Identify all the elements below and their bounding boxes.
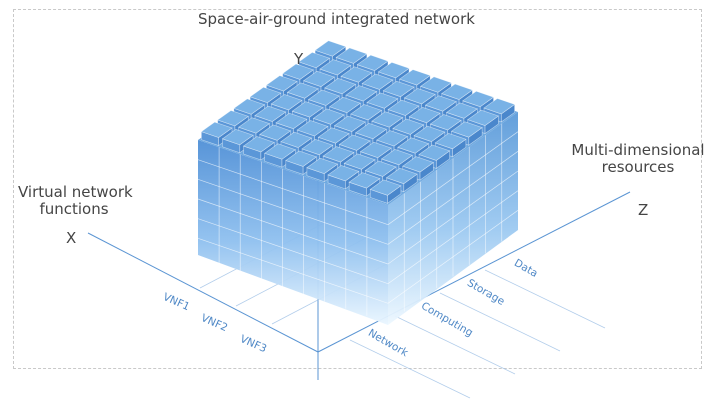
right-grid-horizontal xyxy=(387,210,519,304)
top-block-top xyxy=(467,109,500,126)
x-axis-label: Virtual network functions xyxy=(18,183,133,219)
top-block-top xyxy=(296,120,329,137)
top-block-top xyxy=(445,102,478,119)
z-axis-letter: Z xyxy=(638,201,649,219)
top-block-top xyxy=(408,106,441,124)
top-block-top xyxy=(380,149,413,166)
top-block-top xyxy=(329,96,361,114)
top-block-top xyxy=(398,69,431,86)
front-grid-horizontal xyxy=(197,238,389,304)
top-block-top xyxy=(254,105,287,122)
right-grid-horizontal xyxy=(387,151,519,245)
top-block-top xyxy=(397,137,430,154)
front-grid-horizontal xyxy=(197,179,389,245)
top-block-top xyxy=(291,101,324,118)
top-block-top xyxy=(420,76,452,93)
diagram-title: Space-air-ground integrated network xyxy=(198,10,475,28)
top-block-top xyxy=(355,122,387,140)
top-block-top xyxy=(361,73,394,90)
front-grid-horizontal xyxy=(197,198,389,265)
top-block-top xyxy=(216,110,249,127)
top-block-top xyxy=(281,63,314,80)
top-block-top xyxy=(249,86,282,103)
top-block-top xyxy=(434,133,467,150)
top-block-top xyxy=(324,78,357,95)
top-block-top xyxy=(348,172,381,189)
top-block-top xyxy=(483,98,516,115)
top-block-top xyxy=(306,157,339,174)
top-block-top xyxy=(312,108,345,125)
top-block-top xyxy=(303,70,336,87)
top-block-top xyxy=(298,51,331,69)
x-axis-label-line2: functions xyxy=(39,200,109,219)
top-block-top xyxy=(429,114,462,131)
top-block-top xyxy=(280,131,313,148)
top-block-top xyxy=(364,160,397,177)
top-block-top xyxy=(301,139,334,156)
top-block-top xyxy=(242,136,275,153)
front-grid-horizontal xyxy=(197,159,389,225)
top-block-top xyxy=(270,94,303,111)
top-block-top xyxy=(359,141,392,158)
top-block-top xyxy=(376,130,409,147)
top-block-top xyxy=(402,156,435,173)
z-axis-label-line1: Multi-dimensional xyxy=(571,141,705,159)
top-block-top xyxy=(387,99,420,116)
top-block-top xyxy=(275,112,308,130)
x-axis-letter: X xyxy=(66,229,77,247)
top-block-top xyxy=(335,47,368,64)
top-block-top xyxy=(418,144,451,161)
top-block-top xyxy=(333,115,366,132)
x-axis-label-line1: Virtual network xyxy=(18,183,133,201)
cube-front-face xyxy=(198,140,388,325)
top-block-top xyxy=(377,62,410,79)
top-block-top xyxy=(382,80,415,97)
top-block-top xyxy=(265,75,298,92)
top-block-top xyxy=(403,88,436,105)
right-grid-horizontal xyxy=(387,170,519,265)
top-block-top xyxy=(314,40,347,57)
right-grid-horizontal xyxy=(387,131,519,225)
top-block-top xyxy=(441,83,474,100)
top-block-top xyxy=(392,118,425,135)
top-block-top xyxy=(462,90,495,108)
z-axis-label-line2: resources xyxy=(601,158,675,177)
front-grid-horizontal xyxy=(197,218,389,284)
top-block-top xyxy=(371,111,404,128)
top-block-top xyxy=(369,179,402,196)
top-block-top xyxy=(317,127,350,144)
top-block-top xyxy=(307,89,340,106)
x-axis-line xyxy=(87,232,319,353)
cube-grid xyxy=(197,123,519,316)
top-block-top xyxy=(350,104,383,121)
top-block-top xyxy=(322,146,355,163)
top-block-top xyxy=(238,117,271,134)
top-block-top xyxy=(285,150,318,167)
top-block-top xyxy=(319,59,352,76)
y-axis-letter: Y xyxy=(294,50,304,68)
top-block-top xyxy=(450,121,483,138)
top-block-top xyxy=(413,125,446,142)
top-block-top xyxy=(338,134,371,151)
top-block-top xyxy=(233,98,266,115)
top-block-top xyxy=(327,165,360,182)
z-axis-line xyxy=(317,191,631,353)
top-block-top xyxy=(385,167,418,185)
top-block-top xyxy=(340,66,373,83)
top-block-top xyxy=(366,92,399,109)
cube-top-blocks xyxy=(200,40,516,204)
top-block-top xyxy=(286,82,319,99)
figure-frame xyxy=(13,9,702,369)
top-block-top xyxy=(345,85,378,102)
top-block-top xyxy=(200,121,233,138)
top-block-top xyxy=(343,153,376,170)
top-block-top xyxy=(221,128,254,146)
right-grid-horizontal xyxy=(387,190,519,284)
z-axis-label: Multi-dimensional resources xyxy=(566,141,709,177)
top-block-top xyxy=(259,124,292,141)
top-block-top xyxy=(356,54,389,71)
top-block-top xyxy=(424,95,457,112)
top-block-top xyxy=(264,143,296,160)
